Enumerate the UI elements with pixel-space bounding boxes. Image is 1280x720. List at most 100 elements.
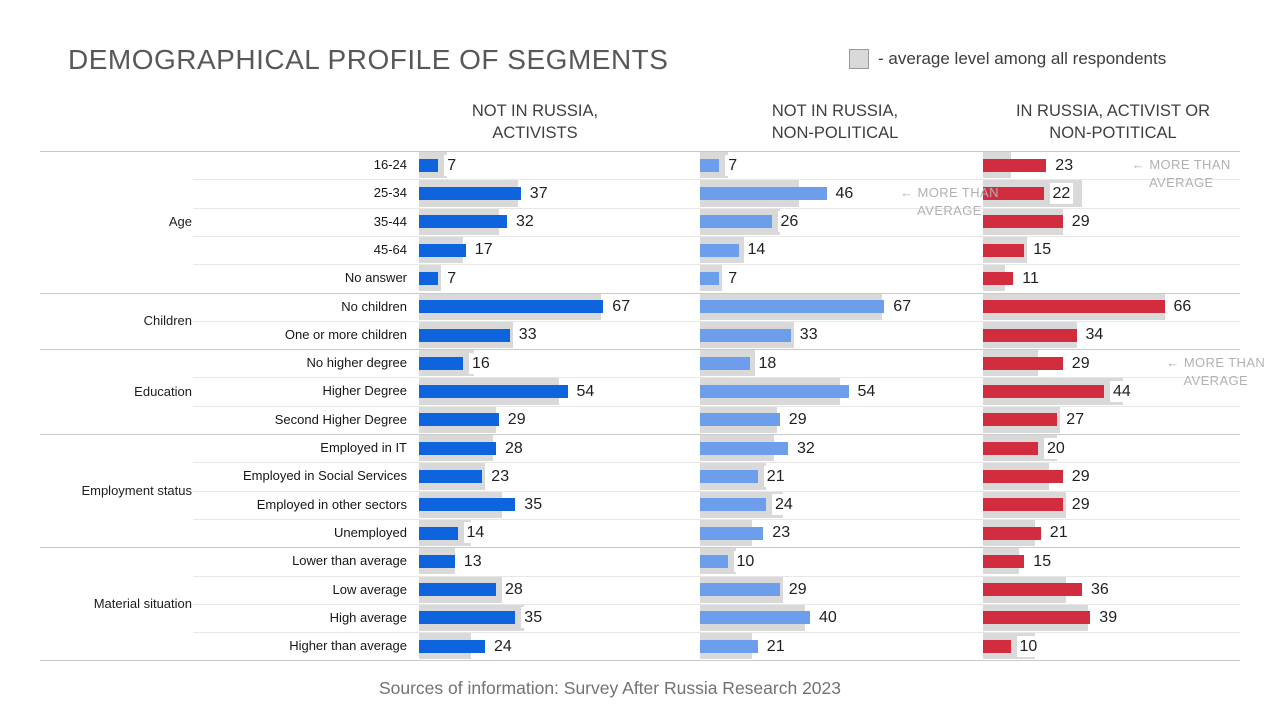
value-label: 44 — [1110, 380, 1134, 402]
row-label: Employed in IT — [320, 440, 407, 455]
value-bar — [419, 554, 455, 568]
value-label: 7 — [444, 154, 460, 176]
value-bar — [419, 583, 496, 597]
row-separator-line — [193, 462, 1240, 464]
value-label: 33 — [796, 324, 821, 346]
value-label: 14 — [744, 239, 769, 261]
value-label: 66 — [1170, 296, 1195, 317]
group-label: Age — [168, 214, 192, 230]
value-bar — [983, 300, 1165, 314]
group-separator-line — [40, 660, 1240, 662]
value-label: 28 — [502, 579, 526, 600]
value-bar — [700, 611, 810, 625]
value-label: 15 — [1030, 550, 1055, 572]
value-label: 29 — [785, 409, 810, 431]
value-bar — [983, 611, 1091, 625]
value-bar — [419, 469, 483, 483]
value-bar — [983, 187, 1044, 200]
value-bar — [419, 611, 516, 625]
value-bar — [419, 328, 510, 342]
row-separator-line — [193, 632, 1240, 634]
value-bar — [419, 215, 507, 229]
legend-label: - average level among all respondents — [878, 49, 1167, 68]
value-bar — [983, 554, 1025, 568]
value-label: 23 — [1052, 154, 1077, 176]
row-label: Higher Degree — [322, 383, 407, 399]
value-label: 21 — [763, 635, 788, 657]
value-label: 28 — [502, 437, 526, 459]
value-label: 14 — [463, 522, 488, 544]
row-label: Employed in other sectors — [256, 496, 407, 512]
row-label: 16-24 — [373, 157, 407, 172]
row-label: High average — [329, 609, 407, 625]
page-title: DEMOGRAPHICAL PROFILE OF SEGMENTS — [68, 44, 669, 75]
value-label: 10 — [733, 550, 758, 572]
value-bar — [983, 469, 1063, 483]
value-bar — [419, 441, 496, 455]
value-bar — [983, 583, 1082, 597]
value-bar — [700, 639, 758, 653]
value-bar — [700, 526, 764, 540]
row-separator-line — [193, 575, 1240, 577]
value-bar — [700, 271, 720, 285]
value-label: 34 — [1082, 324, 1107, 346]
value-bar — [419, 356, 463, 370]
group-separator-line — [40, 434, 1240, 435]
value-label: 11 — [1019, 267, 1042, 289]
value-label: 39 — [1096, 607, 1121, 629]
value-bar — [983, 413, 1058, 427]
value-label: 35 — [521, 494, 546, 516]
source-note: Sources of information: Survey After Rus… — [378, 678, 842, 698]
value-bar — [419, 413, 499, 427]
value-bar — [983, 243, 1025, 257]
row-label: No higher degree — [306, 355, 407, 371]
value-label: 32 — [794, 437, 818, 459]
value-label: 16 — [469, 352, 493, 374]
column-header-non-political: NOT IN RUSSIA, NON-POLITICAL — [771, 102, 899, 142]
value-bar — [700, 243, 739, 257]
average-legend-swatch — [849, 49, 869, 69]
value-bar — [700, 413, 780, 427]
value-label: 17 — [471, 239, 496, 261]
value-label: 54 — [854, 380, 879, 402]
group-separator-line — [40, 292, 1240, 294]
value-label: 36 — [1088, 579, 1112, 600]
value-bar — [419, 300, 604, 314]
value-bar — [700, 583, 780, 597]
value-bar — [700, 158, 720, 172]
row-separator-line — [193, 518, 1240, 520]
row-separator-line — [193, 235, 1240, 237]
row-separator-line — [193, 377, 1240, 379]
row-label: No children — [341, 298, 407, 314]
row-label: Low average — [332, 581, 407, 597]
value-label: 32 — [513, 211, 537, 233]
value-label: 23 — [769, 522, 794, 544]
value-bar — [983, 356, 1063, 370]
value-label: 15 — [1030, 239, 1055, 261]
value-bar — [700, 385, 849, 399]
value-bar — [700, 554, 728, 568]
value-label: 33 — [515, 324, 540, 346]
row-label: Lower than average — [292, 553, 407, 569]
value-bar — [700, 469, 758, 483]
group-separator-line — [40, 547, 1240, 549]
group-label: Children — [143, 313, 192, 329]
more-than-average-annotation: ← MORE THAN AVERAGE — [1166, 355, 1266, 389]
value-bar — [983, 385, 1104, 399]
value-label: 7 — [725, 267, 741, 289]
value-label: 29 — [1068, 494, 1093, 516]
row-separator-line — [193, 490, 1240, 492]
group-label: Education — [134, 384, 192, 400]
row-separator-line — [193, 264, 1240, 266]
row-separator-line — [193, 320, 1240, 322]
value-label: 37 — [526, 182, 551, 204]
value-label: 21 — [1046, 522, 1071, 544]
value-bar — [419, 498, 516, 512]
value-label: 26 — [777, 211, 802, 233]
group-separator-line — [40, 349, 1240, 351]
value-label: 20 — [1044, 437, 1068, 459]
value-label: 67 — [890, 296, 915, 317]
column-header-in-russia: IN RUSSIA, ACTIVIST OR NON-POTITICAL — [1015, 102, 1211, 142]
value-bar — [700, 441, 788, 455]
